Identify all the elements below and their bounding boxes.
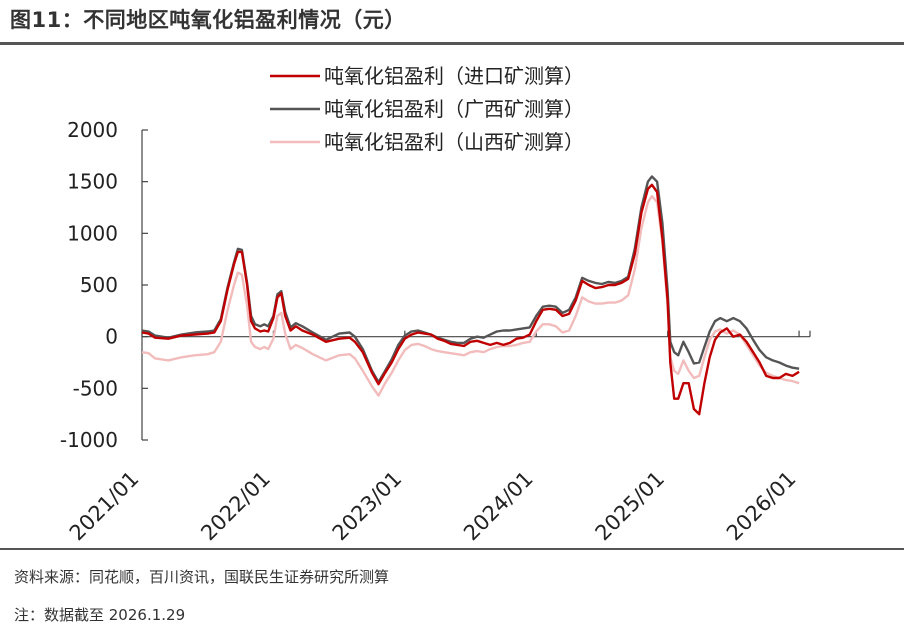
y-tick-label: -1000 — [60, 428, 118, 452]
y-axis: 2000 1500 1000 500 0 -500 -1000 — [60, 118, 148, 452]
y-tick-label: -500 — [73, 376, 118, 400]
legend: 吨氧化铝盈利（进口矿测算） 吨氧化铝盈利（广西矿测算） 吨氧化铝盈利（山西矿测算） — [270, 64, 584, 154]
chart: 2000 1500 1000 500 0 -500 -1000 2021/01 2022/01… — [60, 64, 811, 546]
x-tick-label: 2023/01 — [328, 467, 407, 546]
y-tick-label: 1000 — [67, 221, 118, 245]
series-line-1 — [141, 175, 800, 384]
series-layer — [141, 175, 800, 416]
y-tick-label: 500 — [80, 273, 118, 297]
legend-label: 吨氧化铝盈利（山西矿测算） — [324, 130, 584, 154]
y-tick-label: 2000 — [67, 118, 118, 142]
series-line-2 — [141, 194, 800, 397]
date-note: 注：数据截至 2026.1.29 — [14, 606, 186, 624]
footer-divider — [0, 548, 904, 550]
legend-label: 吨氧化铝盈利（进口矿测算） — [324, 64, 584, 88]
x-tick-label: 2022/01 — [196, 467, 275, 546]
source-note: 资料来源：同花顺，百川资讯，国联民生证券研究所测算 — [14, 568, 390, 586]
x-tick-label: 2025/01 — [591, 467, 670, 546]
x-tick-label: 2021/01 — [65, 467, 144, 546]
series-line-0 — [141, 183, 800, 416]
y-tick-label: 1500 — [67, 170, 118, 194]
y-tick-label: 0 — [105, 325, 118, 349]
legend-label: 吨氧化铝盈利（广西矿测算） — [324, 97, 584, 121]
figure-title: 图11：不同地区吨氧化铝盈利情况（元） — [10, 8, 406, 32]
x-tick-label: 2026/01 — [722, 467, 801, 546]
x-tick-label: 2024/01 — [459, 467, 538, 546]
title-divider — [0, 42, 904, 45]
